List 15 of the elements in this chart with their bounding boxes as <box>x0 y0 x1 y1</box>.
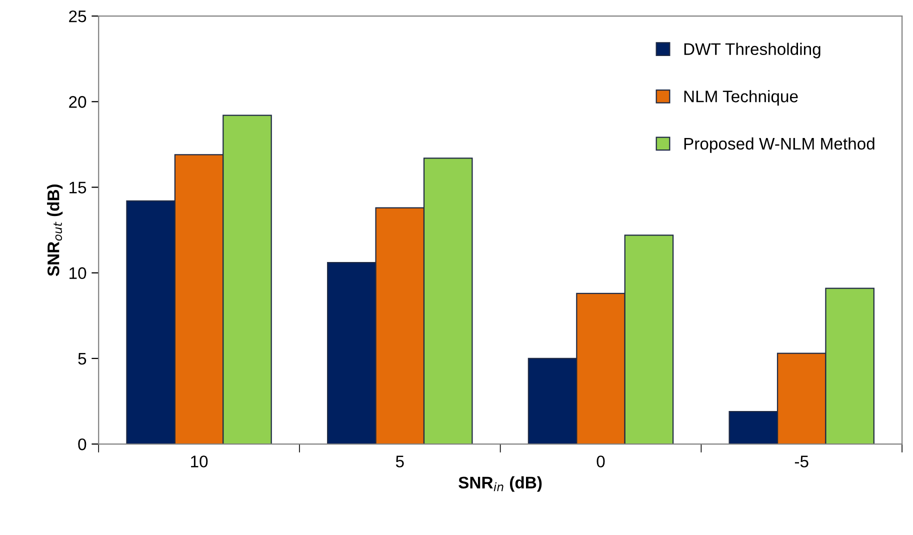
y-tick-label: 25 <box>69 10 86 22</box>
legend-label: NLM Technique <box>684 90 798 106</box>
y-tick-label: 20 <box>69 96 86 108</box>
legend-label: DWT Thresholding <box>684 42 820 58</box>
y-axis-title: SNR$_{out}$ (dB) <box>47 184 63 276</box>
x-tick-label: 0 <box>596 456 605 468</box>
y-tick-label: 10 <box>70 267 86 280</box>
y-tick-label: 5 <box>78 353 86 365</box>
x-tick-label: -5 <box>794 456 808 468</box>
x-axis-title: SNR$_{in}$ (dB) <box>458 476 542 492</box>
y-tick-label: 0 <box>78 438 86 450</box>
legend-label: Proposed W-NLM Method <box>684 137 874 153</box>
x-tick-label: 10 <box>191 456 208 468</box>
y-tick-label: 15 <box>70 182 86 194</box>
x-tick-label: 5 <box>396 456 404 468</box>
